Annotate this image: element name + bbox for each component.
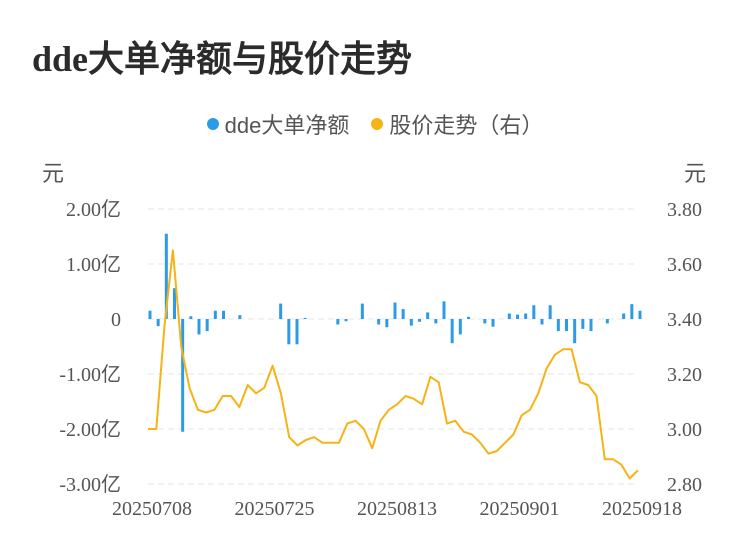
bar — [589, 319, 593, 332]
bar — [458, 319, 462, 335]
bar — [213, 310, 217, 319]
bar — [377, 319, 381, 325]
bar — [393, 302, 397, 319]
bar — [303, 317, 307, 319]
price-line — [148, 249, 639, 480]
bar — [605, 319, 609, 324]
bar — [540, 319, 544, 325]
bar — [556, 319, 560, 332]
bar — [385, 319, 389, 328]
left-axis-unit: 元 — [42, 161, 65, 186]
legend: dde大单净额 股价走势（右） — [0, 108, 750, 140]
legend-bar-swatch — [206, 118, 219, 130]
bar — [418, 319, 421, 322]
bar — [483, 319, 487, 324]
bar — [197, 319, 201, 335]
bar — [622, 313, 626, 319]
legend-line-label: 股价走势（右） — [389, 113, 544, 138]
bar — [279, 303, 283, 319]
left-tick-label: -3.00亿 — [59, 473, 121, 496]
bar — [491, 319, 495, 327]
bar — [565, 319, 568, 332]
bar — [205, 319, 209, 332]
bar — [548, 305, 552, 319]
bar — [442, 301, 446, 319]
bar — [336, 319, 340, 325]
right-tick-label: 3.80 — [667, 199, 702, 221]
bar — [434, 319, 438, 324]
chart-title: dde大单净额与股价走势 — [32, 39, 413, 79]
legend-bar-label: dde大单净额 — [224, 113, 350, 138]
bar — [630, 304, 634, 319]
right-tick-label: 3.60 — [667, 254, 702, 276]
bar — [360, 303, 364, 319]
legend-item-line[interactable]: 股价走势（右） — [371, 108, 543, 140]
right-tick-label: 3.20 — [667, 364, 702, 386]
left-tick-label: 1.00亿 — [66, 253, 121, 276]
bar — [581, 319, 585, 329]
x-tick-label: 20250725 — [235, 498, 315, 520]
bar — [222, 310, 225, 319]
bar — [189, 316, 193, 319]
bar — [426, 312, 430, 319]
left-tick-label: -2.00亿 — [59, 418, 121, 441]
bar — [409, 319, 413, 326]
bar — [173, 288, 176, 319]
bar — [450, 319, 454, 344]
right-axis-unit: 元 — [684, 161, 707, 186]
bar — [295, 319, 299, 345]
x-tick-label: 20250901 — [480, 498, 560, 520]
legend-item-bar[interactable]: dde大单净额 — [206, 108, 350, 140]
bar — [344, 319, 348, 322]
bar — [524, 313, 528, 319]
bar — [238, 315, 242, 319]
left-tick-label: 0 — [111, 309, 121, 331]
left-tick-label: 2.00亿 — [66, 198, 121, 221]
bar — [573, 319, 577, 344]
bar — [532, 305, 536, 319]
bar — [401, 309, 405, 319]
bar — [287, 319, 291, 345]
bar — [507, 313, 511, 319]
x-tick-label: 20250813 — [357, 498, 437, 520]
right-tick-label: 2.80 — [667, 474, 702, 496]
right-tick-label: 3.00 — [667, 419, 702, 441]
left-tick-label: -1.00亿 — [59, 363, 121, 386]
bar — [467, 316, 470, 319]
bar — [148, 310, 152, 319]
bar — [516, 314, 519, 319]
legend-line-swatch — [371, 118, 384, 130]
x-tick-label: 20250918 — [602, 498, 682, 520]
bar — [164, 233, 168, 319]
right-tick-label: 3.40 — [667, 309, 702, 331]
bar — [156, 319, 160, 327]
x-tick-label: 20250708 — [112, 498, 192, 520]
bar — [181, 319, 185, 432]
bar — [638, 310, 642, 319]
